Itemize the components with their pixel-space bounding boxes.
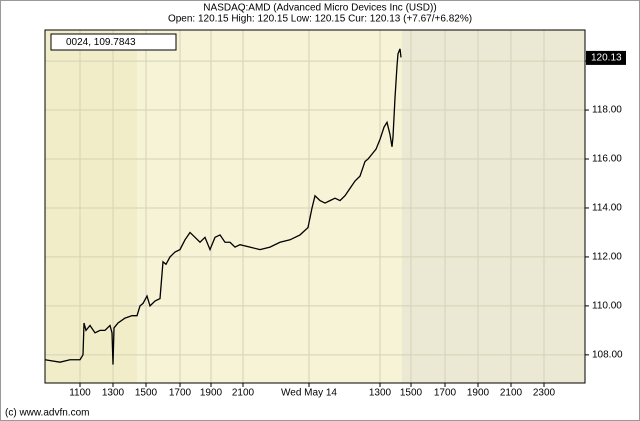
y-tick-label: 112.00 [592,252,622,263]
x-tick-label: 2100 [232,388,255,399]
x-tick-label: 1300 [102,388,125,399]
y-tick-label: 108.00 [592,349,623,360]
x-tick-label: 1300 [369,388,392,399]
x-tick-label: 1500 [400,388,423,399]
x-tick-label: Wed May 14 [281,388,337,399]
x-tick-label: 1900 [200,388,223,399]
x-tick-label: 1500 [135,388,158,399]
session-band [402,30,585,383]
x-tick-label: 1700 [169,388,192,399]
x-tick-label: 2100 [500,388,523,399]
y-tick-label: 110.00 [592,301,622,312]
chart-subtitle: Open: 120.15 High: 120.15 Low: 120.15 Cu… [168,14,472,25]
footer: (c) www.advfn.com [5,408,89,419]
y-tick-label: 114.00 [592,203,622,214]
x-tick-label: 2300 [533,388,556,399]
plot-border [44,29,586,384]
y-tick-label: 118.00 [592,105,622,116]
x-tick-label: 1700 [434,388,457,399]
session-band [45,30,137,383]
current-price-label: 120.13 [591,53,622,64]
current-price-box [586,50,626,65]
chart-title: NASDAQ:AMD (Advanced Micro Devices Inc (… [203,3,436,14]
price-line [44,48,402,365]
readout-box [50,33,177,51]
session-band [137,30,402,383]
x-tick-label: 1900 [467,388,490,399]
x-tick-label: 1100 [69,388,91,399]
y-tick-label: 116.00 [592,154,622,165]
grid [45,30,585,383]
readout: 0024, 109.7843 [66,37,136,48]
